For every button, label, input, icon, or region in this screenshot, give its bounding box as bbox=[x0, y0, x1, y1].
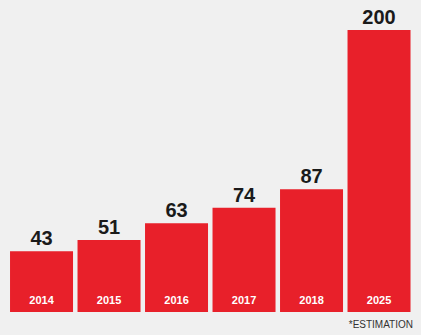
svg-text:51: 51 bbox=[98, 216, 120, 238]
svg-text:2016: 2016 bbox=[164, 294, 188, 306]
svg-text:74: 74 bbox=[233, 184, 256, 206]
html-text:*ESTIMATION: *ESTIMATION bbox=[348, 319, 413, 330]
svg-text:2025: 2025 bbox=[367, 294, 391, 306]
svg-text:200: 200 bbox=[362, 6, 395, 28]
svg-text:2017: 2017 bbox=[232, 294, 256, 306]
svg-text:2015: 2015 bbox=[97, 294, 121, 306]
svg-text:2018: 2018 bbox=[299, 294, 323, 306]
svg-text:43: 43 bbox=[30, 227, 52, 249]
svg-text:2014: 2014 bbox=[29, 294, 54, 306]
svg-text:63: 63 bbox=[165, 199, 187, 221]
svg-text:87: 87 bbox=[300, 165, 322, 187]
